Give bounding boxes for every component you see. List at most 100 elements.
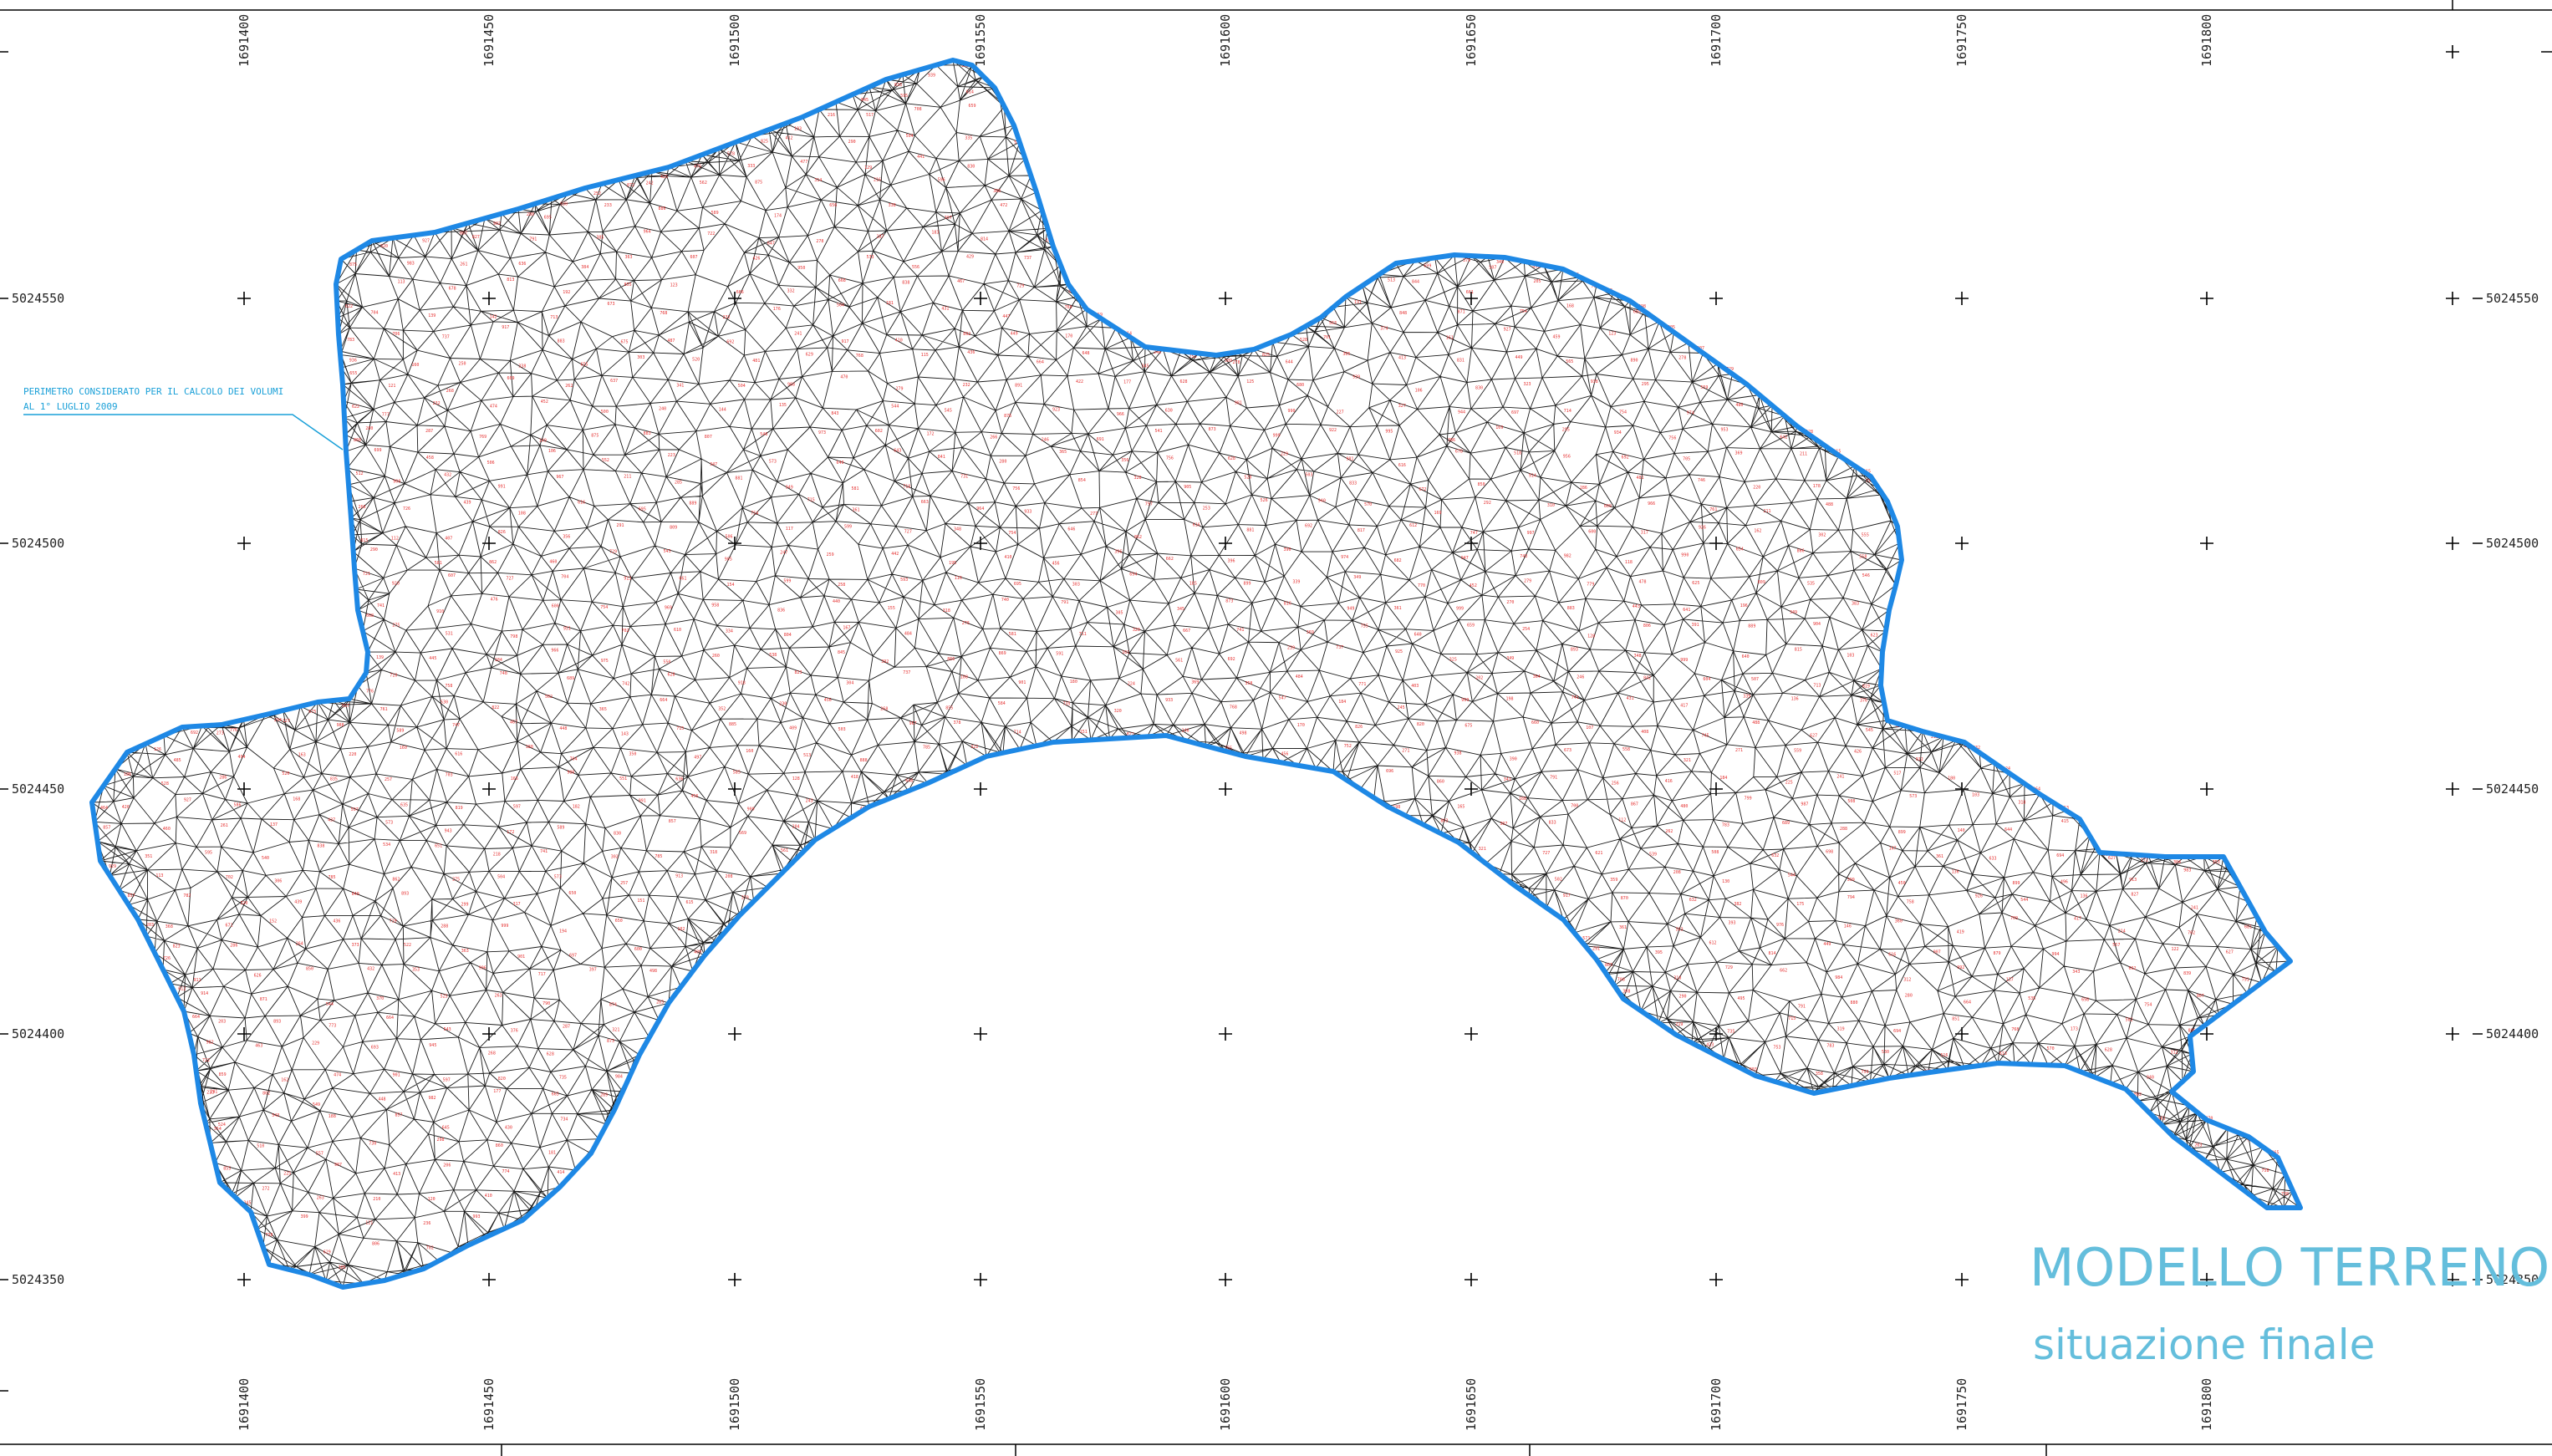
elevation-tag: 431 (941, 306, 949, 311)
elevation-tag: 967 (909, 721, 917, 726)
elevation-tag: 747 (1470, 531, 1478, 536)
elevation-tag: 823 (173, 944, 181, 949)
elevation-tag: 219 (1675, 1022, 1683, 1027)
elevation-tag: 121 (388, 384, 395, 389)
elevation-tag: 361 (1394, 606, 1402, 611)
elevation-tag: 640 (1742, 654, 1750, 659)
elevation-tag: 917 (842, 339, 849, 344)
elevation-tag: 510 (257, 1144, 264, 1149)
grid-cross (1955, 537, 1969, 550)
elevation-tag: 312 (2171, 1051, 2178, 1056)
elevation-tag: 139 (376, 655, 384, 660)
elevation-tag: 799 (1745, 797, 1752, 802)
elevation-tag: 414 (557, 1170, 564, 1175)
elevation-tag: 168 (293, 797, 300, 802)
y-labels-left: 5024550 5024500 5024450 5024400 5024350 (0, 291, 64, 1287)
elevation-tag: 445 (429, 656, 436, 661)
elevation-tag: 136 (1791, 696, 1799, 701)
elevation-tag: 769 (479, 435, 486, 440)
elevation-tag: 664 (660, 698, 667, 703)
elevation-tag: 363 (625, 255, 633, 260)
elevation-tag: 694 (1129, 573, 1137, 578)
elevation-tag: 369 (1191, 680, 1199, 685)
annotation-line-2: AL 1° LUGLIO 2009 (23, 401, 118, 412)
elevation-tag: 825 (1262, 353, 1270, 358)
elevation-tag: 392 (881, 659, 889, 664)
elevation-tag: 783 (1722, 823, 1729, 828)
elevation-tag: 990 (1681, 553, 1689, 558)
elevation-tag: 899 (1898, 830, 1906, 835)
elevation-tag: 443 (1633, 604, 1640, 609)
elevation-tag: 704 (570, 757, 578, 762)
elevation-tag: 595 (900, 94, 908, 99)
elevation-tag: 298 (437, 1138, 445, 1143)
elevation-tag: 361 (1936, 854, 1943, 859)
elevation-tag: 449 (1515, 355, 1523, 360)
elevation-tag: 997 (1527, 531, 1535, 536)
elevation-tag: 694 (2056, 853, 2064, 858)
elevation-tag: 456 (824, 698, 832, 703)
elevation-tag: 130 (1722, 879, 1729, 884)
elevation-tag: 448 (379, 1097, 386, 1102)
elevation-tag: 831 (1457, 358, 1464, 363)
elevation-tag: 715 (807, 497, 815, 502)
grid-cross (1219, 1273, 1232, 1286)
elevation-tag: 830 (1475, 386, 1483, 391)
elevation-tag: 146 (1844, 924, 1852, 929)
elevation-tag: 426 (1854, 750, 1862, 755)
elevation-tag: 783 (347, 338, 354, 343)
elevation-tag: 956 (1563, 454, 1571, 459)
elevation-tag: 320 (1114, 709, 1122, 714)
elevation-tag: 866 (1797, 549, 1805, 554)
elevation-tag: 321 (1684, 758, 1691, 763)
elevation-tag: 573 (769, 460, 777, 465)
elevation-tag: 901 (393, 1072, 400, 1077)
elevation-tag: 571 (1582, 936, 1590, 941)
elevation-tag: 232 (963, 383, 970, 388)
elevation-tag: 925 (1395, 649, 1403, 654)
elevation-tag: 940 (2147, 1076, 2154, 1081)
elevation-tag: 951 (563, 627, 571, 632)
elevation-tag: 393 (1729, 921, 1736, 926)
elevation-tag: 417 (2074, 916, 2081, 921)
elevation-tag: 388 (993, 189, 1001, 194)
elevation-tag: 258 (838, 583, 845, 588)
elevation-tag: 838 (317, 844, 324, 849)
grid-cross (2446, 45, 2459, 59)
elevation-tag: 193 (794, 127, 802, 132)
elevation-tag: 345 (1142, 364, 1149, 369)
elevation-tag: 500 (601, 410, 609, 415)
elevation-tag: 904 (1813, 622, 1821, 627)
elevation-tag: 525 (441, 994, 448, 999)
elevation-tag: 570 (1364, 502, 1372, 507)
elevation-tag: 875 (591, 433, 599, 438)
elevation-tag: 982 (1564, 553, 1571, 558)
elevation-tag: 520 (1244, 475, 1251, 480)
elevation-tag: 233 (604, 203, 612, 208)
elevation-tag: 245 (1398, 705, 1405, 710)
elevation-tag: 862 (489, 560, 497, 565)
elevation-tag: 743 (1520, 554, 1527, 559)
elevation-tag: 347 (710, 462, 717, 467)
y-label-right: 5024500 (2486, 536, 2539, 551)
elevation-tag: 570 (2047, 1046, 2055, 1051)
x-label-top: 1691450 (481, 14, 497, 67)
elevation-tag: 974 (1687, 410, 1694, 415)
elevation-tag: 144 (719, 407, 726, 412)
elevation-tag: 770 (1418, 583, 1425, 588)
elevation-tag: 640 (837, 461, 844, 466)
grid-cross (974, 782, 987, 796)
elevation-tag: 544 (891, 405, 899, 410)
elevation-tag: 526 (1261, 498, 1268, 503)
elevation-tag: 754 (1619, 410, 1627, 415)
elevation-tag: 562 (700, 181, 707, 186)
elevation-tag: 663 (921, 500, 929, 505)
elevation-tag: 976 (1776, 923, 1784, 928)
elevation-tag: 893 (273, 1020, 281, 1025)
grid-cross (728, 292, 741, 305)
elevation-tag: 681 (2244, 924, 2252, 929)
elevation-tag: 785 (923, 746, 930, 751)
elevation-tag: 991 (639, 799, 646, 804)
elevation-tag: 456 (1052, 562, 1060, 567)
elevation-tag: 112 (391, 537, 399, 542)
